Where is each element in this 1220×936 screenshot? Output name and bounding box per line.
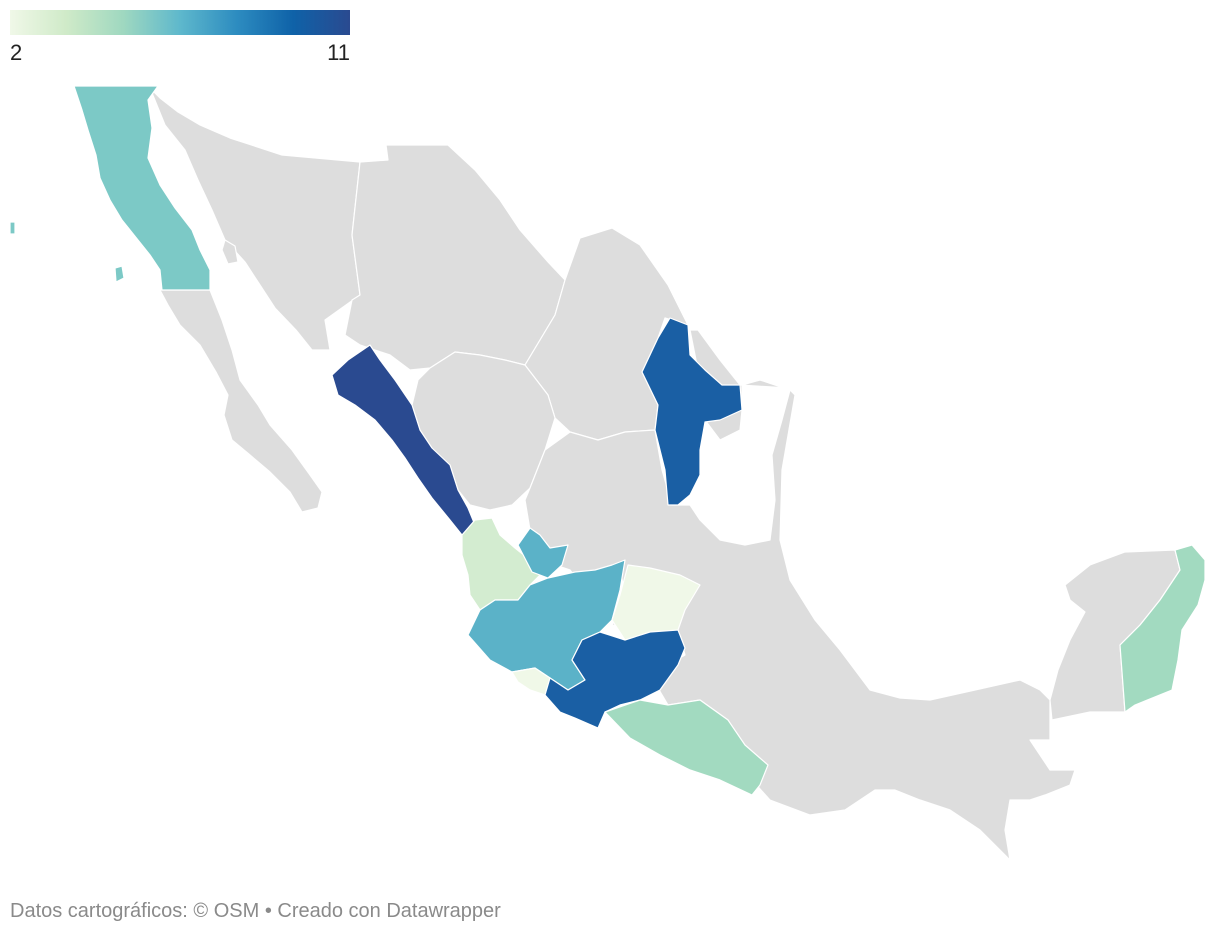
color-legend: 2 11 [10, 10, 350, 65]
region-nuevo-leon[interactable] [641, 317, 743, 506]
region-chihuahua[interactable] [344, 144, 566, 371]
states-no-data [149, 87, 1181, 861]
region-michoacan[interactable] [544, 629, 686, 729]
region-baja-california[interactable] [73, 85, 211, 291]
legend-min-label: 2 [10, 40, 23, 65]
map-credit: Datos cartográficos: © OSM • Creado con … [10, 900, 501, 922]
island-cedros[interactable] [114, 265, 125, 283]
region-sinaloa[interactable] [331, 344, 476, 536]
region-aguascalientes[interactable] [517, 527, 569, 579]
legend-gradient-bar [10, 10, 350, 35]
states-with-data [9, 85, 1206, 796]
region-sonora[interactable] [149, 87, 361, 351]
island-tiburon [221, 239, 239, 265]
region-quintana-roo[interactable] [1119, 544, 1206, 713]
island-guadalupe[interactable] [9, 221, 16, 235]
region-baja-california-sur[interactable] [159, 289, 323, 513]
legend-max-label: 11 [327, 40, 350, 65]
region-oaxaca[interactable] [604, 699, 769, 796]
